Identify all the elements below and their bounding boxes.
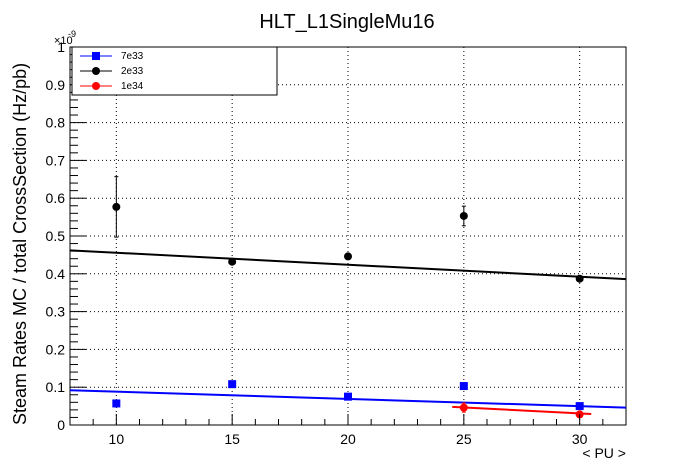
y-tick-label: 0.4 [46,266,66,282]
y-tick-label: 0 [57,417,65,433]
point-7e33 [459,382,468,391]
data-points [112,176,584,419]
x-tick-label: 15 [224,431,240,447]
y-tick-label: 0.2 [46,341,66,357]
legend: 7e33 2e33 1e34 [71,46,278,96]
point-1e34 [459,403,468,412]
y-tick-label: 0.1 [46,379,66,395]
legend-label-1e34: 1e34 [121,81,144,92]
y-tick-label: 0.8 [46,115,66,131]
y-tick-label: 0.6 [46,190,66,206]
y-tick-label: 0.7 [46,152,66,168]
y-tick-label: 0.9 [46,77,66,93]
x-axis-ticks: 10 15 20 25 30 [92,414,604,447]
point-7e33 [575,402,584,411]
legend-marker-7e33 [92,52,100,60]
x-tick-label: 20 [340,431,356,447]
fit-lines [69,249,627,416]
point-2e33 [575,274,584,283]
point-2e33 [228,257,237,266]
point-7e33 [228,380,237,389]
y-exponent-power: -9 [68,29,76,39]
point-2e33 [344,252,352,261]
x-tick-label: 10 [109,431,125,447]
x-tick-label: 30 [572,431,588,447]
point-2e33 [112,202,121,211]
y-tick-label: 1 [57,39,65,55]
x-axis-label: < PU > [582,445,626,461]
y-axis-label: Steam Rates MC / total CrossSection (Hz/… [10,63,30,425]
legend-entries: 7e33 2e33 1e34 [80,51,144,92]
y-tick-label: 0.3 [46,304,66,320]
y-exponent-base: ×10 [54,35,73,47]
point-2e33 [459,211,468,220]
fit-line-2e33 [69,249,627,281]
grid-lines [70,47,626,425]
y-axis-ticks: 0 0.1 0.2 0.3 0.4 0.5 0.6 0.7 0.8 0.9 1 [46,39,86,433]
fit-line-1e34 [452,405,592,416]
x-tick-label: 25 [456,431,472,447]
legend-label-7e33: 7e33 [121,51,144,62]
point-7e33 [112,399,121,408]
chart-title: HLT_L1SingleMu16 [259,11,434,33]
point-7e33 [344,392,352,401]
legend-marker-2e33 [92,67,100,75]
y-tick-label: 0.5 [46,228,66,244]
legend-marker-1e34 [92,82,100,90]
legend-label-2e33: 2e33 [121,66,144,77]
